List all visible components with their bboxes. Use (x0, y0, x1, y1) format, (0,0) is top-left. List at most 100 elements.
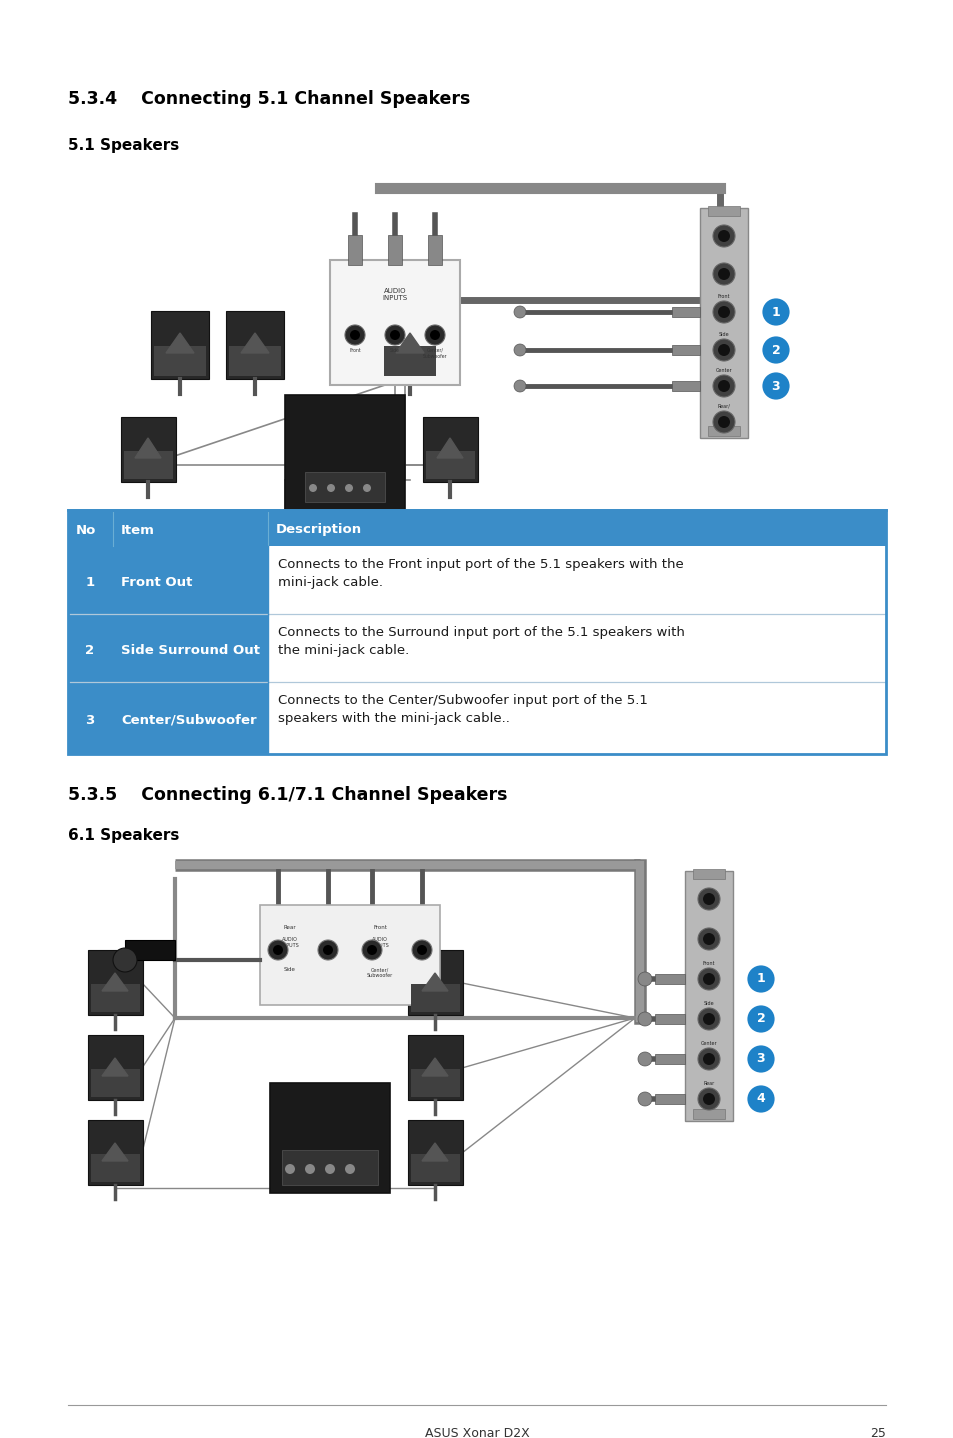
Polygon shape (241, 334, 269, 352)
Bar (384, 347, 436, 375)
Bar (700, 209, 747, 439)
Circle shape (327, 485, 335, 492)
Circle shape (345, 485, 353, 492)
Bar (121, 417, 175, 482)
Circle shape (325, 1163, 335, 1173)
Polygon shape (395, 334, 423, 352)
Bar (68, 682, 112, 754)
Bar (260, 905, 439, 1005)
Bar (112, 614, 268, 682)
Circle shape (323, 945, 333, 955)
Polygon shape (421, 1143, 448, 1160)
Bar (707, 426, 740, 436)
Bar (671, 306, 700, 316)
Text: Center/
Subwoofer: Center/ Subwoofer (367, 966, 393, 978)
Text: No: No (76, 523, 96, 536)
Circle shape (702, 1093, 714, 1104)
Text: Front: Front (717, 293, 729, 299)
Text: Side: Side (718, 332, 728, 336)
Bar (684, 871, 732, 1122)
Text: Side: Side (284, 966, 295, 972)
Text: ASUS Xonar D2X: ASUS Xonar D2X (424, 1426, 529, 1438)
Bar (426, 452, 475, 479)
Bar (655, 1094, 684, 1104)
Text: AUDIO
INPUTS: AUDIO INPUTS (382, 288, 407, 302)
Text: Description: Description (275, 523, 362, 536)
Text: 3: 3 (771, 380, 780, 393)
Circle shape (712, 375, 734, 397)
Circle shape (514, 380, 525, 393)
Bar (268, 614, 885, 682)
Text: 3: 3 (85, 713, 94, 726)
Circle shape (268, 940, 288, 961)
Text: Connects to the Surround input port of the 5.1 speakers with
the mini-jack cable: Connects to the Surround input port of t… (277, 626, 684, 657)
Circle shape (718, 267, 729, 280)
Circle shape (285, 1163, 294, 1173)
Bar (270, 1083, 390, 1194)
Circle shape (712, 263, 734, 285)
Circle shape (702, 1012, 714, 1025)
Circle shape (309, 485, 316, 492)
Bar (68, 510, 885, 546)
Bar (388, 234, 401, 265)
Circle shape (760, 335, 790, 365)
Text: AUDIO
INPUTS: AUDIO INPUTS (281, 938, 298, 948)
Bar (268, 682, 885, 754)
Text: 5.1 Speakers: 5.1 Speakers (68, 138, 179, 152)
Bar (91, 1155, 140, 1182)
Circle shape (712, 301, 734, 324)
Polygon shape (421, 974, 448, 991)
Circle shape (698, 968, 720, 989)
Text: Connects to the Center/Subwoofer input port of the 5.1
speakers with the mini-ja: Connects to the Center/Subwoofer input p… (277, 695, 647, 725)
Bar (707, 206, 740, 216)
Bar (282, 1150, 377, 1185)
Circle shape (698, 1008, 720, 1030)
Text: 1: 1 (86, 575, 94, 588)
Bar (226, 311, 284, 380)
Circle shape (345, 1163, 355, 1173)
Circle shape (424, 325, 444, 345)
Bar (408, 951, 462, 1015)
Circle shape (305, 1163, 314, 1173)
Circle shape (412, 940, 432, 961)
Circle shape (430, 329, 439, 339)
Bar (124, 452, 172, 479)
Text: AUDIO
INPUTS: AUDIO INPUTS (371, 938, 389, 948)
Bar (268, 546, 885, 614)
Text: Front: Front (349, 348, 360, 352)
Circle shape (745, 1044, 775, 1074)
Text: 4: 4 (756, 1093, 764, 1106)
Bar (411, 1068, 459, 1097)
Polygon shape (135, 439, 161, 457)
Bar (671, 381, 700, 391)
Bar (88, 1120, 143, 1185)
Circle shape (367, 945, 376, 955)
Bar (655, 1054, 684, 1064)
Circle shape (760, 371, 790, 401)
Text: Item: Item (121, 523, 154, 536)
Bar (305, 472, 385, 502)
Bar (285, 395, 405, 510)
Circle shape (760, 298, 790, 326)
Circle shape (638, 1012, 651, 1025)
Bar (411, 1155, 459, 1182)
Circle shape (718, 416, 729, 429)
Circle shape (718, 344, 729, 357)
Text: 2: 2 (756, 1012, 764, 1025)
Bar (153, 347, 206, 375)
Text: Center/
Subwoofer: Center/ Subwoofer (422, 348, 447, 360)
Circle shape (350, 329, 359, 339)
Circle shape (698, 889, 720, 910)
Circle shape (745, 1004, 775, 1034)
Bar (68, 510, 885, 754)
Bar (112, 546, 268, 614)
Bar (68, 614, 112, 682)
Bar (671, 345, 700, 355)
Circle shape (514, 344, 525, 357)
Circle shape (702, 1053, 714, 1066)
Bar (229, 347, 281, 375)
Circle shape (718, 230, 729, 242)
Circle shape (317, 940, 337, 961)
Text: Center: Center (715, 368, 732, 372)
Circle shape (638, 972, 651, 986)
